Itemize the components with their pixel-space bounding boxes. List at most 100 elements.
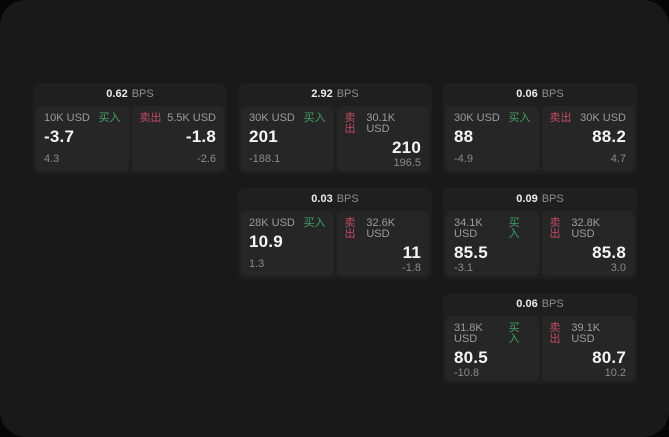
bps-value: 0.06 [516, 88, 538, 100]
buy-side-label: 买入 [508, 322, 520, 345]
sell-price: 11 [402, 243, 421, 262]
sell-amount: 30K USD [580, 112, 626, 124]
bps-header: 0.62 BPS [36, 83, 224, 106]
buy-change: -188.1 [249, 153, 281, 165]
buy-side-label: 买入 [508, 112, 531, 124]
buy-change: -3.1 [454, 261, 473, 274]
buy-amount: 28K USD [249, 217, 295, 229]
bps-header: 2.92 BPS [241, 83, 429, 106]
sell-side-label: 卖出 [549, 322, 561, 345]
buy-cell-top: 34.1K USD 买入 [454, 218, 531, 240]
buy-price: 80.5 [454, 348, 488, 367]
sell-cell-top: 卖出 5.5K USD [140, 113, 217, 124]
quote-body: 28K USD 买入 10.9 1.3 卖出 32.6K USD 11 -1.8 [241, 211, 429, 276]
quote-card-1: 0.62 BPS 10K USD 买入 -3.7 4.3 卖出 5.5K USD… [33, 83, 227, 174]
sell-price: 80.7 [592, 348, 626, 367]
sell-change: 4.7 [610, 153, 626, 165]
bps-value: 0.06 [516, 298, 538, 310]
bps-header: 0.06 BPS [446, 83, 634, 106]
buy-cell-top: 28K USD 买入 [249, 218, 326, 229]
sell-cell-top: 卖出 30K USD [550, 113, 627, 124]
sell-amount: 30.1K USD [366, 112, 396, 135]
sell-cell-top: 卖出 30.1K USD [345, 113, 422, 135]
sell-price: -1.8 [185, 127, 216, 146]
bps-unit-label: BPS [336, 193, 359, 205]
buy-amount: 31.8K USD [454, 322, 483, 345]
quote-body: 10K USD 买入 -3.7 4.3 卖出 5.5K USD -1.8 -2.… [36, 106, 224, 171]
buy-price: -3.7 [44, 127, 75, 146]
bps-value: 0.09 [516, 193, 538, 205]
bps-header: 0.09 BPS [446, 188, 634, 211]
buy-cell[interactable]: 30K USD 买入 88 -4.9 [446, 106, 539, 171]
buy-cell[interactable]: 28K USD 买入 10.9 1.3 [241, 211, 334, 276]
sell-cell[interactable]: 卖出 39.1K USD 80.7 10.2 [541, 316, 634, 381]
buy-change: 1.3 [249, 258, 265, 270]
buy-cell[interactable]: 10K USD 买入 -3.7 4.3 [36, 106, 129, 171]
quote-body: 31.8K USD 买入 80.5 -10.8 卖出 39.1K USD 80.… [446, 316, 634, 381]
sell-amount: 32.8K USD [571, 217, 601, 240]
bps-unit-label: BPS [541, 193, 564, 205]
buy-cell-top: 10K USD 买入 [44, 113, 121, 124]
buy-price: 88 [454, 127, 474, 146]
bps-header: 0.06 BPS [446, 293, 634, 316]
sell-change: 3.0 [610, 261, 626, 274]
sell-cell[interactable]: 卖出 30K USD 88.2 4.7 [541, 106, 634, 171]
buy-cell[interactable]: 34.1K USD 买入 85.5 -3.1 [446, 211, 539, 276]
buy-cell[interactable]: 31.8K USD 买入 80.5 -10.8 [446, 316, 539, 381]
buy-cell[interactable]: 30K USD 买入 201 -188.1 [241, 106, 334, 171]
sell-amount: 32.6K USD [366, 217, 396, 240]
buy-cell-top: 30K USD 买入 [454, 113, 531, 124]
sell-price: 85.8 [592, 243, 626, 262]
quote-body: 30K USD 买入 201 -188.1 卖出 30.1K USD 210 1… [241, 106, 429, 171]
bps-header: 0.03 BPS [241, 188, 429, 211]
sell-cell-top: 卖出 39.1K USD [550, 323, 627, 345]
quote-body: 30K USD 买入 88 -4.9 卖出 30K USD 88.2 4.7 [446, 106, 634, 171]
buy-amount: 10K USD [44, 112, 90, 124]
buy-change: -10.8 [454, 366, 480, 379]
buy-price: 201 [249, 127, 278, 146]
buy-side-label: 买入 [303, 112, 326, 124]
buy-cell-top: 31.8K USD 买入 [454, 323, 531, 345]
quote-card-4: 0.03 BPS 28K USD 买入 10.9 1.3 卖出 32.6K US… [238, 188, 432, 279]
sell-side-label: 卖出 [549, 217, 561, 240]
bps-value: 0.03 [311, 193, 333, 205]
buy-price: 10.9 [249, 232, 283, 251]
bps-value: 2.92 [311, 88, 333, 100]
sell-side-label: 卖出 [549, 112, 572, 124]
quote-card-3: 0.06 BPS 30K USD 买入 88 -4.9 卖出 30K USD 8… [443, 83, 637, 174]
sell-change: -2.6 [197, 153, 216, 165]
quote-card-2: 2.92 BPS 30K USD 买入 201 -188.1 卖出 30.1K … [238, 83, 432, 174]
buy-side-label: 买入 [98, 112, 121, 124]
sell-price: 210 [392, 138, 421, 157]
sell-cell-top: 卖出 32.8K USD [550, 218, 627, 240]
sell-cell[interactable]: 卖出 30.1K USD 210 196.5 [336, 106, 429, 171]
sell-side-label: 卖出 [344, 217, 356, 240]
sell-amount: 5.5K USD [167, 112, 216, 124]
sell-cell-top: 卖出 32.6K USD [345, 218, 422, 240]
bps-unit-label: BPS [131, 88, 154, 100]
bps-value: 0.62 [106, 88, 128, 100]
sell-change: 196.5 [393, 156, 421, 169]
sell-change: -1.8 [402, 261, 421, 274]
sell-cell[interactable]: 卖出 32.6K USD 11 -1.8 [336, 211, 429, 276]
buy-side-label: 买入 [303, 217, 326, 229]
bps-unit-label: BPS [541, 88, 564, 100]
sell-side-label: 卖出 [344, 112, 356, 135]
buy-price: 85.5 [454, 243, 488, 262]
sell-price: 88.2 [592, 127, 626, 146]
buy-side-label: 买入 [508, 217, 520, 240]
quote-card-5: 0.09 BPS 34.1K USD 买入 85.5 -3.1 卖出 32.8K… [443, 188, 637, 279]
buy-amount: 30K USD [454, 112, 500, 124]
buy-amount: 30K USD [249, 112, 295, 124]
quote-card-6: 0.06 BPS 31.8K USD 买入 80.5 -10.8 卖出 39.1… [443, 293, 637, 384]
bps-unit-label: BPS [541, 298, 564, 310]
sell-cell[interactable]: 卖出 5.5K USD -1.8 -2.6 [131, 106, 224, 171]
buy-change: -4.9 [454, 153, 473, 165]
sell-side-label: 卖出 [139, 112, 162, 124]
bps-unit-label: BPS [336, 88, 359, 100]
buy-change: 4.3 [44, 153, 60, 165]
buy-amount: 34.1K USD [454, 217, 483, 240]
sell-change: 10.2 [604, 366, 626, 379]
sell-cell[interactable]: 卖出 32.8K USD 85.8 3.0 [541, 211, 634, 276]
